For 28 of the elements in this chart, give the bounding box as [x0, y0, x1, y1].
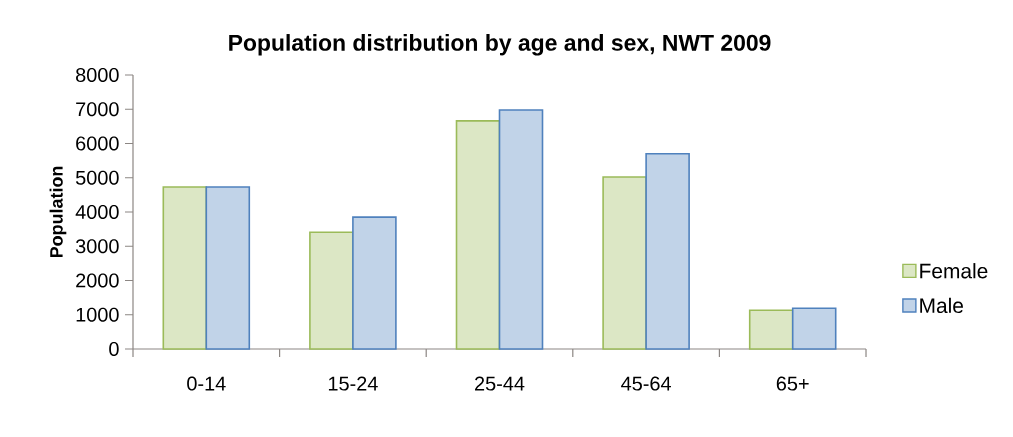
chart-title: Population distribution by age and sex, NWT 2009: [229, 34, 771, 56]
bar: [498, 109, 544, 350]
bar: [602, 176, 647, 350]
x-tick-label: 0-14: [187, 376, 226, 391]
bar: [455, 120, 501, 350]
legend-label: Female: [920, 263, 988, 279]
x-tick-label: 25-44: [475, 376, 525, 391]
bar: [309, 231, 354, 350]
y-tick-label: 8000: [76, 67, 119, 83]
y-tick-label: 5000: [75, 170, 119, 185]
bar: [352, 216, 397, 350]
bar: [162, 186, 208, 350]
y-tick-label: 3000: [75, 239, 119, 254]
y-tick-label: 2000: [76, 273, 119, 288]
bar: [791, 307, 837, 350]
y-axis-title: Population: [49, 166, 67, 258]
x-tick-label: 15-24: [328, 376, 378, 391]
y-tick-label: 7000: [76, 102, 119, 117]
x-tick-label: 65+: [776, 376, 809, 391]
bar: [645, 152, 690, 350]
x-tick-label: 45-64: [621, 376, 671, 391]
legend-label: Male: [920, 297, 963, 314]
y-tick-label: 4000: [75, 204, 119, 220]
y-tick-label: 1000: [76, 307, 119, 322]
bar: [748, 309, 794, 350]
bar: [205, 186, 251, 350]
y-tick-label: 6000: [76, 136, 119, 151]
y-tick-label: 0: [109, 341, 119, 357]
